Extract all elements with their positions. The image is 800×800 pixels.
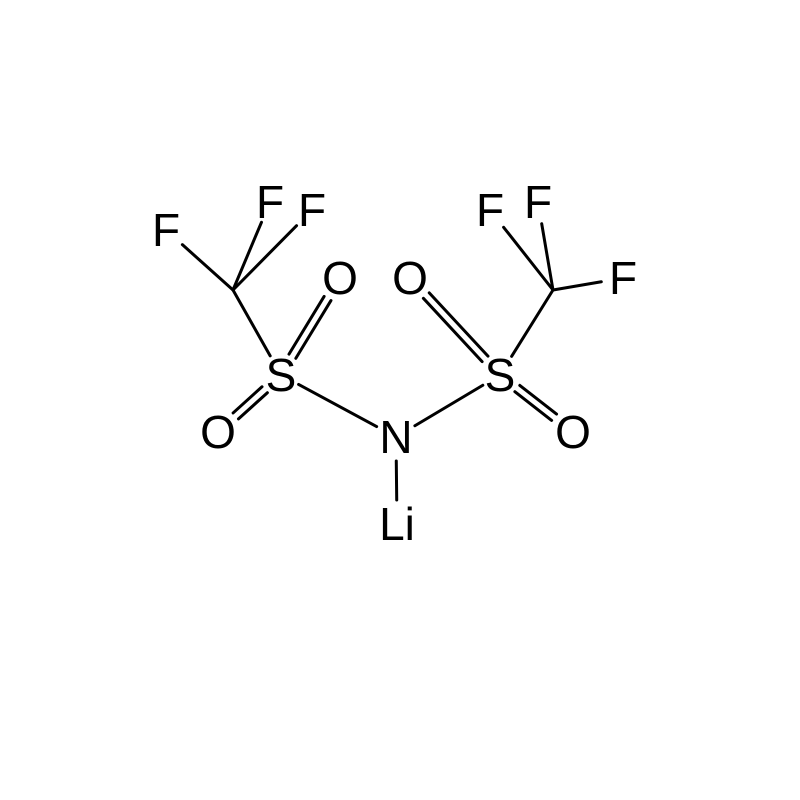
bond-S2-O4	[515, 385, 557, 420]
bond-C2-F6	[553, 282, 601, 290]
molecule-canvas: FFFFFFOOOOSSNLi	[0, 0, 800, 800]
bond-C1-F1	[182, 245, 233, 290]
atom-O1: O	[200, 405, 236, 459]
atom-O3: O	[392, 251, 428, 305]
atom-S2: S	[485, 348, 516, 402]
atom-S1: S	[266, 348, 297, 402]
atom-F2: F	[256, 175, 284, 229]
atom-F6: F	[609, 251, 637, 305]
bond-C1-F2	[233, 222, 261, 290]
atom-F3: F	[298, 183, 326, 237]
bond-S2-C2	[512, 290, 553, 356]
bond-S2-O3	[423, 293, 488, 362]
bond-S1-N	[299, 384, 377, 426]
atom-O4: O	[555, 405, 591, 459]
atom-Li: Li	[379, 497, 415, 551]
bond-S1-O1	[233, 387, 267, 419]
atom-N: N	[379, 410, 412, 464]
bond-C1-F3	[233, 226, 297, 290]
atom-F1: F	[152, 203, 180, 257]
bond-layer	[0, 0, 800, 800]
atom-F5: F	[524, 175, 552, 229]
bond-C1-S1	[233, 290, 270, 356]
bond-N-S2	[415, 385, 483, 425]
atom-O2: O	[322, 251, 358, 305]
bond-C2-F4	[504, 227, 553, 290]
atom-F4: F	[476, 183, 504, 237]
